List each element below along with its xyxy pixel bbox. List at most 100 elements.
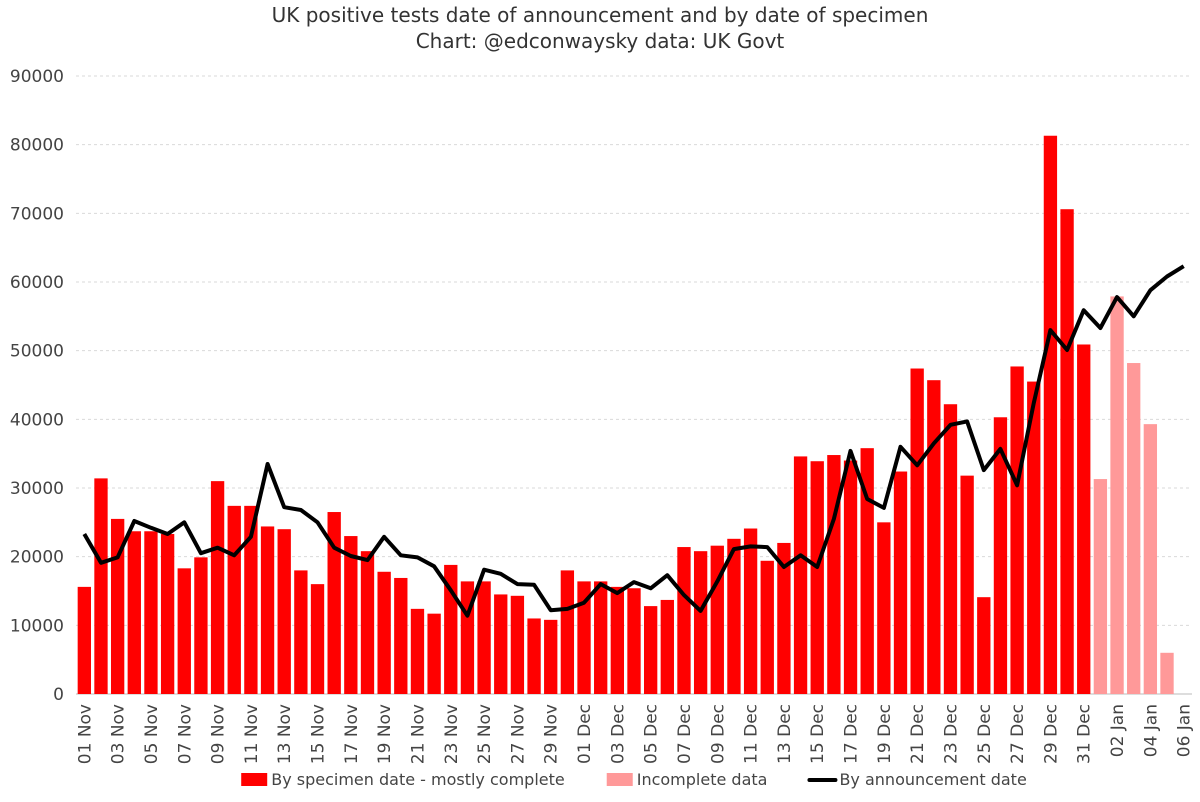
bar — [327, 512, 341, 694]
x-tick-label: 11 Nov — [242, 704, 262, 764]
bar — [527, 618, 541, 694]
bar — [1060, 209, 1074, 695]
bar — [544, 619, 558, 694]
bar — [993, 417, 1008, 694]
bar — [843, 460, 858, 694]
line — [82, 264, 1185, 618]
x-tick-label: 29 Nov — [542, 704, 562, 764]
bar — [893, 471, 908, 694]
x-tick-label: 21 Dec — [908, 704, 928, 764]
bar — [110, 518, 125, 694]
bar — [877, 522, 891, 694]
x-tick-label: 15 Dec — [808, 704, 828, 764]
x-tick-label: 11 Dec — [742, 704, 762, 764]
bar — [1143, 424, 1158, 694]
bar — [977, 597, 991, 694]
legend-swatch — [606, 773, 633, 786]
bar — [810, 461, 824, 694]
y-tick-label: 30000 — [10, 479, 64, 499]
legend-label: By announcement date — [839, 770, 1026, 789]
bar — [1093, 479, 1108, 694]
x-tick-label: 13 Dec — [775, 704, 795, 764]
bar — [560, 570, 575, 694]
bar — [394, 577, 408, 694]
x-tick-label: 02 Jan — [1108, 704, 1128, 757]
bar — [910, 368, 924, 694]
bar — [777, 542, 791, 694]
bar — [727, 538, 741, 694]
bar — [860, 448, 874, 694]
bar — [577, 581, 591, 694]
bar — [144, 531, 158, 694]
y-tick-label: 70000 — [10, 204, 64, 224]
bar — [510, 595, 525, 694]
bar — [344, 536, 358, 694]
legend-label: By specimen date - mostly complete — [271, 770, 565, 789]
bar — [1127, 363, 1141, 694]
bar — [94, 478, 108, 694]
bar — [377, 571, 391, 694]
x-tick-label: 05 Dec — [642, 704, 662, 764]
y-tick-label: 40000 — [10, 410, 64, 430]
bar — [1110, 296, 1124, 694]
legend-swatch — [241, 773, 268, 786]
bar — [627, 588, 641, 694]
bar — [594, 581, 608, 694]
bar — [710, 545, 724, 694]
y-tick-label: 80000 — [10, 136, 64, 156]
bar — [1010, 366, 1024, 694]
bar — [960, 475, 974, 694]
bar — [1043, 135, 1058, 695]
bar — [227, 505, 241, 694]
legend: By specimen date - mostly complete Incomp… — [241, 770, 1027, 789]
bar — [1077, 344, 1091, 694]
y-tick-label: 90000 — [10, 67, 64, 87]
bar — [310, 584, 325, 694]
x-tick-label: 27 Nov — [508, 704, 528, 764]
x-tick-label: 13 Nov — [275, 704, 295, 764]
bar — [410, 608, 425, 694]
x-tick-label: 06 Jan — [1175, 704, 1195, 757]
chart-subtitle: Chart: @edconwaysky data: UK Govt — [416, 29, 785, 53]
bar — [360, 551, 375, 694]
bar — [1027, 381, 1041, 694]
bar — [277, 529, 291, 694]
x-tick-label: 29 Dec — [1041, 704, 1061, 764]
x-tick-label: 31 Dec — [1075, 704, 1095, 764]
bar — [827, 455, 841, 694]
bar — [77, 586, 91, 694]
bar — [1160, 652, 1174, 694]
x-tick-label: 03 Nov — [109, 704, 129, 764]
x-tick-label: 07 Dec — [675, 704, 695, 764]
x-tick-label: 01 Nov — [75, 704, 95, 764]
x-tick-label: 17 Nov — [342, 704, 362, 764]
bar — [210, 481, 225, 694]
x-tick-label: 01 Dec — [575, 704, 595, 764]
y-tick-label: 20000 — [10, 548, 64, 568]
bar — [743, 528, 758, 694]
bar — [760, 560, 774, 694]
x-tick-label: 27 Dec — [1008, 704, 1028, 764]
x-tick-label: 25 Nov — [475, 704, 495, 764]
bar — [477, 581, 491, 694]
x-tick-label: 09 Nov — [209, 704, 229, 764]
bar — [294, 570, 308, 694]
x-tick-label: 05 Nov — [142, 704, 162, 764]
x-tick-label: 07 Nov — [175, 704, 195, 764]
x-tick-label: 09 Dec — [708, 704, 728, 764]
x-tick-label: 23 Nov — [442, 704, 462, 764]
bar — [793, 456, 808, 694]
bar — [693, 551, 708, 694]
bar — [177, 568, 191, 694]
x-tick-label: 23 Dec — [941, 704, 961, 764]
bar — [660, 599, 674, 694]
x-tick-label: 19 Dec — [875, 704, 895, 764]
chart-title: UK positive tests date of announcement a… — [272, 3, 929, 27]
x-tick-label: 17 Dec — [842, 704, 862, 764]
x-tick-label: 25 Dec — [975, 704, 995, 764]
bar — [260, 526, 275, 694]
bar — [160, 534, 175, 694]
bar — [494, 594, 508, 694]
legend-label: Incomplete data — [637, 770, 768, 789]
